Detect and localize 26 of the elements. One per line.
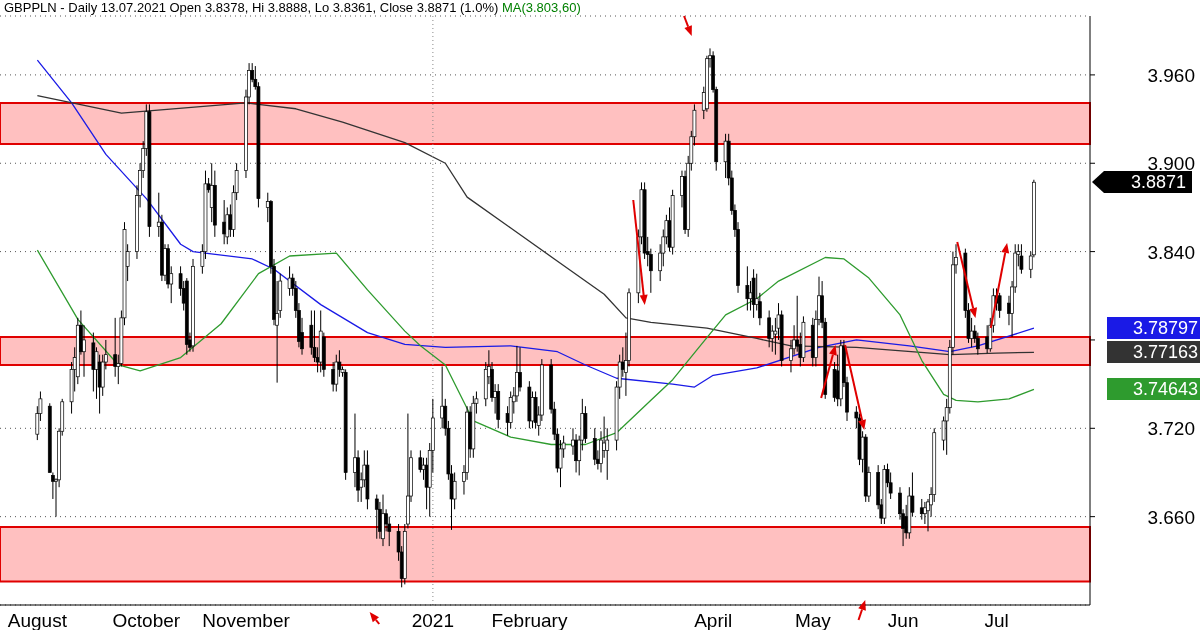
chart-subtitle: MA(3.803,60) [501,0,581,15]
x-tick-label: October [112,610,181,630]
candlestick [334,354,339,392]
candlestick [374,494,379,540]
text: 3.74643 [1107,378,1200,401]
y-tick-label: 3.720 [1147,418,1195,440]
text: 3.8871 [1104,171,1192,194]
candlestick [1019,243,1024,275]
y-tick-label: 3.660 [1147,506,1195,528]
chart-title: GBPPLN - Daily 13.07.2021 Open 3.8378, Hi 3.8888, Lo 3.8361, Close 3.8871 (1.0%) [4,0,499,15]
x-tick-label: 2021 [411,610,455,630]
y-tick-label: 3.840 [1147,241,1195,263]
candlestick [723,133,728,179]
line-series [36,59,1035,388]
text: 3.78797 [1107,317,1200,340]
x-tick-label: Jun [887,610,919,630]
candlestick [287,265,292,297]
line-series [36,94,1035,356]
candlestick [767,310,772,348]
text: 3.77163 [1107,341,1200,364]
y-tick-label: 3.960 [1147,64,1195,86]
candlestick [592,427,597,466]
line-series [36,249,1035,446]
x-tick-label: November [202,610,291,630]
x-tick-label: Jul [984,610,1009,630]
candlestick [452,471,457,510]
